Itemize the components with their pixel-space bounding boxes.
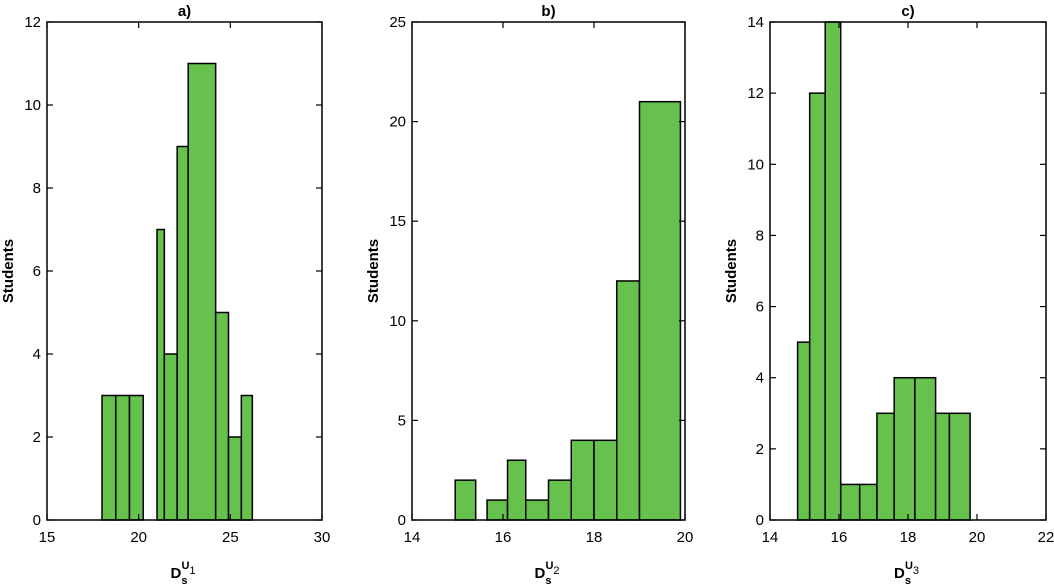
y-tick-label: 5 — [398, 412, 406, 429]
bar — [638, 100, 682, 521]
x-axis-label: DsU3 — [894, 560, 919, 584]
bar — [163, 353, 178, 521]
y-tick-label: 14 — [747, 14, 764, 31]
x-label-supsub: 1 — [189, 565, 195, 577]
bar — [808, 92, 826, 521]
bar — [616, 280, 641, 521]
bar — [824, 21, 842, 521]
bar — [101, 394, 117, 521]
bar — [547, 479, 572, 521]
bar — [948, 412, 971, 521]
x-label-sub: s — [905, 575, 911, 584]
panel-2: 14 16 18 20 0 5 10 15 20 25 b) Students DsU2 — [365, 3, 693, 584]
bar — [240, 394, 254, 521]
y-tick-label: 8 — [756, 227, 764, 244]
y-tick-label: 15 — [389, 213, 406, 230]
y-tick-label: 10 — [747, 156, 764, 173]
chart-title: b) — [541, 3, 555, 20]
x-label-base: D — [171, 565, 182, 582]
y-tick-label: 2 — [33, 429, 41, 446]
y-tick-label: 2 — [756, 441, 764, 458]
chart-title: c) — [901, 3, 914, 20]
x-tick-label: 20 — [677, 529, 694, 546]
x-tick-label: 20 — [969, 529, 986, 546]
y-axis-label: Students — [0, 239, 17, 303]
y-tick-label: 25 — [389, 14, 406, 31]
chart-title: a) — [178, 3, 191, 20]
y-tick-label: 12 — [747, 85, 764, 102]
x-label-base: D — [535, 565, 546, 582]
bar — [858, 483, 878, 521]
panel-3: 14 16 18 20 22 0 2 4 6 8 10 12 14 c) Students DsU3 — [723, 3, 1054, 584]
x-tick-label: 16 — [831, 529, 848, 546]
bar — [128, 394, 144, 521]
x-tick-label: 22 — [1038, 529, 1054, 546]
panel-1: 15 20 25 30 0 2 4 6 8 10 12 a) Students DsU1 — [0, 3, 330, 584]
y-tick-label: 20 — [389, 114, 406, 131]
bar — [486, 499, 509, 521]
x-tick-label: 30 — [314, 529, 331, 546]
bar — [934, 412, 951, 521]
x-tick-label: 14 — [762, 529, 779, 546]
x-axis-label: DsU1 — [171, 560, 196, 584]
bar — [156, 228, 166, 521]
y-axis-label: Students — [365, 239, 382, 303]
y-tick-label: 0 — [398, 512, 406, 529]
x-tick-label: 20 — [130, 529, 147, 546]
x-label-base: D — [894, 565, 905, 582]
y-tick-label: 12 — [24, 14, 41, 31]
x-label-sup: U — [545, 560, 553, 572]
bar — [214, 311, 230, 521]
x-tick-label: 18 — [900, 529, 917, 546]
bar — [839, 483, 861, 521]
bar — [914, 376, 937, 521]
x-label-sub: s — [181, 575, 187, 584]
x-axis-label: DsU2 — [535, 560, 560, 584]
x-tick-label: 16 — [495, 529, 512, 546]
bar — [454, 479, 477, 521]
bar — [227, 436, 243, 521]
x-label-supsub: 2 — [553, 565, 559, 577]
x-tick-label: 15 — [39, 529, 56, 546]
bar — [796, 341, 811, 521]
bar — [593, 439, 618, 521]
bar — [893, 376, 916, 521]
axes-box — [411, 21, 686, 521]
x-tick-label: 14 — [404, 529, 421, 546]
y-tick-label: 10 — [24, 97, 41, 114]
y-tick-label: 6 — [33, 263, 41, 280]
y-tick-label: 0 — [756, 512, 764, 529]
y-tick-label: 4 — [33, 346, 41, 363]
bar — [187, 62, 217, 521]
x-label-sub: s — [545, 575, 551, 584]
bar — [570, 439, 595, 521]
y-tick-label: 8 — [33, 180, 41, 197]
x-label-supsub: 3 — [913, 565, 919, 577]
y-axis-label: Students — [723, 239, 740, 303]
bar — [876, 412, 895, 521]
y-tick-label: 6 — [756, 299, 764, 316]
y-tick-label: 10 — [389, 313, 406, 330]
x-tick-label: 18 — [586, 529, 603, 546]
bar — [176, 145, 189, 521]
bar — [506, 459, 527, 521]
y-tick-label: 0 — [33, 512, 41, 529]
bar — [525, 499, 550, 521]
x-label-sup: U — [905, 560, 913, 572]
x-label-sup: U — [181, 560, 189, 572]
x-tick-label: 25 — [222, 529, 239, 546]
y-tick-label: 4 — [756, 370, 764, 387]
bar — [115, 394, 131, 521]
